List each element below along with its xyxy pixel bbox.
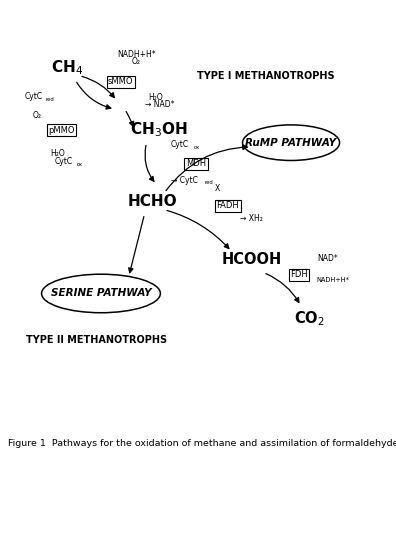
Text: red: red <box>46 97 54 101</box>
Text: H₂O: H₂O <box>148 93 163 102</box>
Text: MDH: MDH <box>186 159 206 168</box>
Text: FADH: FADH <box>216 201 239 210</box>
Text: TYPE I METHANOTROPHS: TYPE I METHANOTROPHS <box>196 71 334 81</box>
Text: NAD*: NAD* <box>317 254 337 263</box>
Text: FDH: FDH <box>290 270 308 279</box>
Text: pMMO: pMMO <box>48 126 74 135</box>
Text: TYPE II METHANOTROPHS: TYPE II METHANOTROPHS <box>27 335 168 345</box>
Text: Figure 1  Pathways for the oxidation of methane and assimilation of formaldehyde: Figure 1 Pathways for the oxidation of m… <box>8 439 396 447</box>
Text: CO$_2$: CO$_2$ <box>293 309 324 328</box>
Text: CytC: CytC <box>54 157 72 166</box>
Text: X: X <box>215 184 221 193</box>
Text: → XH₂: → XH₂ <box>240 214 263 222</box>
Text: → CytC: → CytC <box>171 176 198 185</box>
Text: → NAD*: → NAD* <box>145 100 174 108</box>
Text: ox: ox <box>194 145 200 150</box>
Text: CytC: CytC <box>171 140 189 149</box>
Text: ox: ox <box>76 162 82 166</box>
Text: O₂: O₂ <box>33 111 42 120</box>
Text: NADH+H*: NADH+H* <box>317 277 350 282</box>
Text: HCOOH: HCOOH <box>221 252 282 267</box>
Text: CytC: CytC <box>25 92 43 101</box>
Text: HCHO: HCHO <box>128 194 177 209</box>
Text: CH$_4$: CH$_4$ <box>51 58 84 77</box>
Text: sMMO: sMMO <box>108 77 133 86</box>
Text: O₂: O₂ <box>132 57 141 66</box>
Text: NADH+H*: NADH+H* <box>117 50 156 59</box>
Text: red: red <box>205 180 213 185</box>
Text: CH$_3$OH: CH$_3$OH <box>129 121 187 140</box>
Text: SERINE PATHWAY: SERINE PATHWAY <box>51 288 151 299</box>
Text: RuMP PATHWAY: RuMP PATHWAY <box>246 137 337 148</box>
Text: H₂O: H₂O <box>50 149 65 158</box>
